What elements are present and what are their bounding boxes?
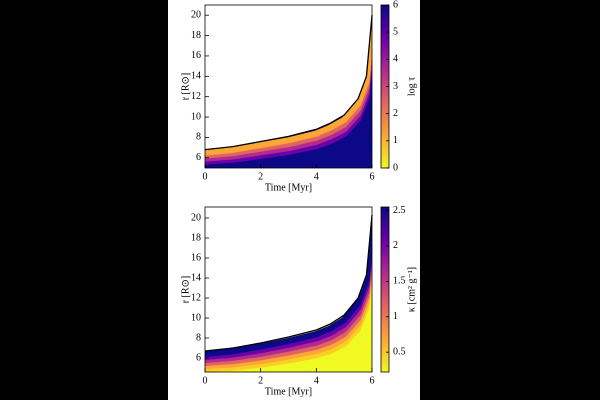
y-tick-label: 18	[191, 232, 201, 243]
boundary-band	[205, 220, 372, 357]
boundary-line	[204, 15, 373, 151]
x-axis-label: Time [Myr]	[265, 386, 312, 397]
x-axis-label: Time [Myr]	[265, 182, 312, 193]
colorbar-tick-label: 2.5	[393, 205, 406, 216]
x-tick-label: 6	[370, 171, 375, 182]
y-tick-label: 12	[191, 91, 201, 102]
axes-frame	[204, 206, 373, 373]
colorbar-tick-label: 0.5	[393, 346, 406, 357]
colorbar-tick-label: 1.5	[393, 276, 406, 287]
y-tick-label: 6	[196, 152, 201, 163]
outside-fill	[205, 207, 372, 351]
colorbar-tick-label: 1	[393, 135, 398, 146]
y-tick-label: 8	[196, 332, 201, 343]
outside-fill	[205, 5, 372, 150]
colorbar-tick-label: 1	[393, 311, 398, 322]
x-tick-label: 4	[314, 171, 319, 182]
colorbar-label: κ [cm² g⁻¹]	[406, 267, 417, 312]
x-tick-label: 2	[258, 375, 263, 386]
x-tick-label: 0	[203, 375, 208, 386]
colorbar-tick-label: 0	[393, 162, 398, 173]
colorbar-tick-label: 3	[393, 81, 398, 92]
plot-area	[205, 5, 372, 168]
y-axis-label: r [R⊙]	[180, 73, 191, 101]
y-tick-label: 10	[191, 111, 201, 122]
plot-area	[205, 207, 372, 372]
colorbar-label: log τ	[406, 77, 417, 96]
y-tick-label: 14	[191, 272, 201, 283]
x-tick-label: 6	[370, 375, 375, 386]
y-tick-label: 18	[191, 30, 201, 41]
x-tick-label: 0	[203, 171, 208, 182]
x-tick-label: 2	[258, 171, 263, 182]
y-tick-label: 20	[191, 212, 201, 223]
colorbar-tick-label: 4	[393, 54, 398, 65]
y-tick-label: 6	[196, 352, 201, 363]
colorbar-tick-label: 6	[393, 0, 398, 10]
boundary-band	[205, 20, 372, 156]
colorbar-tick-label: 5	[393, 26, 398, 37]
y-tick-label: 16	[191, 252, 201, 263]
colorbar-tick-label: 2	[393, 108, 398, 119]
y-tick-label: 12	[191, 292, 201, 303]
y-tick-label: 8	[196, 132, 201, 143]
boundary-line	[204, 214, 373, 352]
colorbar	[380, 206, 390, 373]
y-tick-label: 14	[191, 71, 201, 82]
y-tick-label: 20	[191, 9, 201, 20]
y-tick-label: 10	[191, 312, 201, 323]
axes-frame	[204, 4, 373, 169]
y-tick-label: 16	[191, 50, 201, 61]
colorbar-tick-label: 2	[393, 240, 398, 251]
y-axis-label: r [R⊙]	[180, 276, 191, 304]
x-tick-label: 4	[314, 375, 319, 386]
